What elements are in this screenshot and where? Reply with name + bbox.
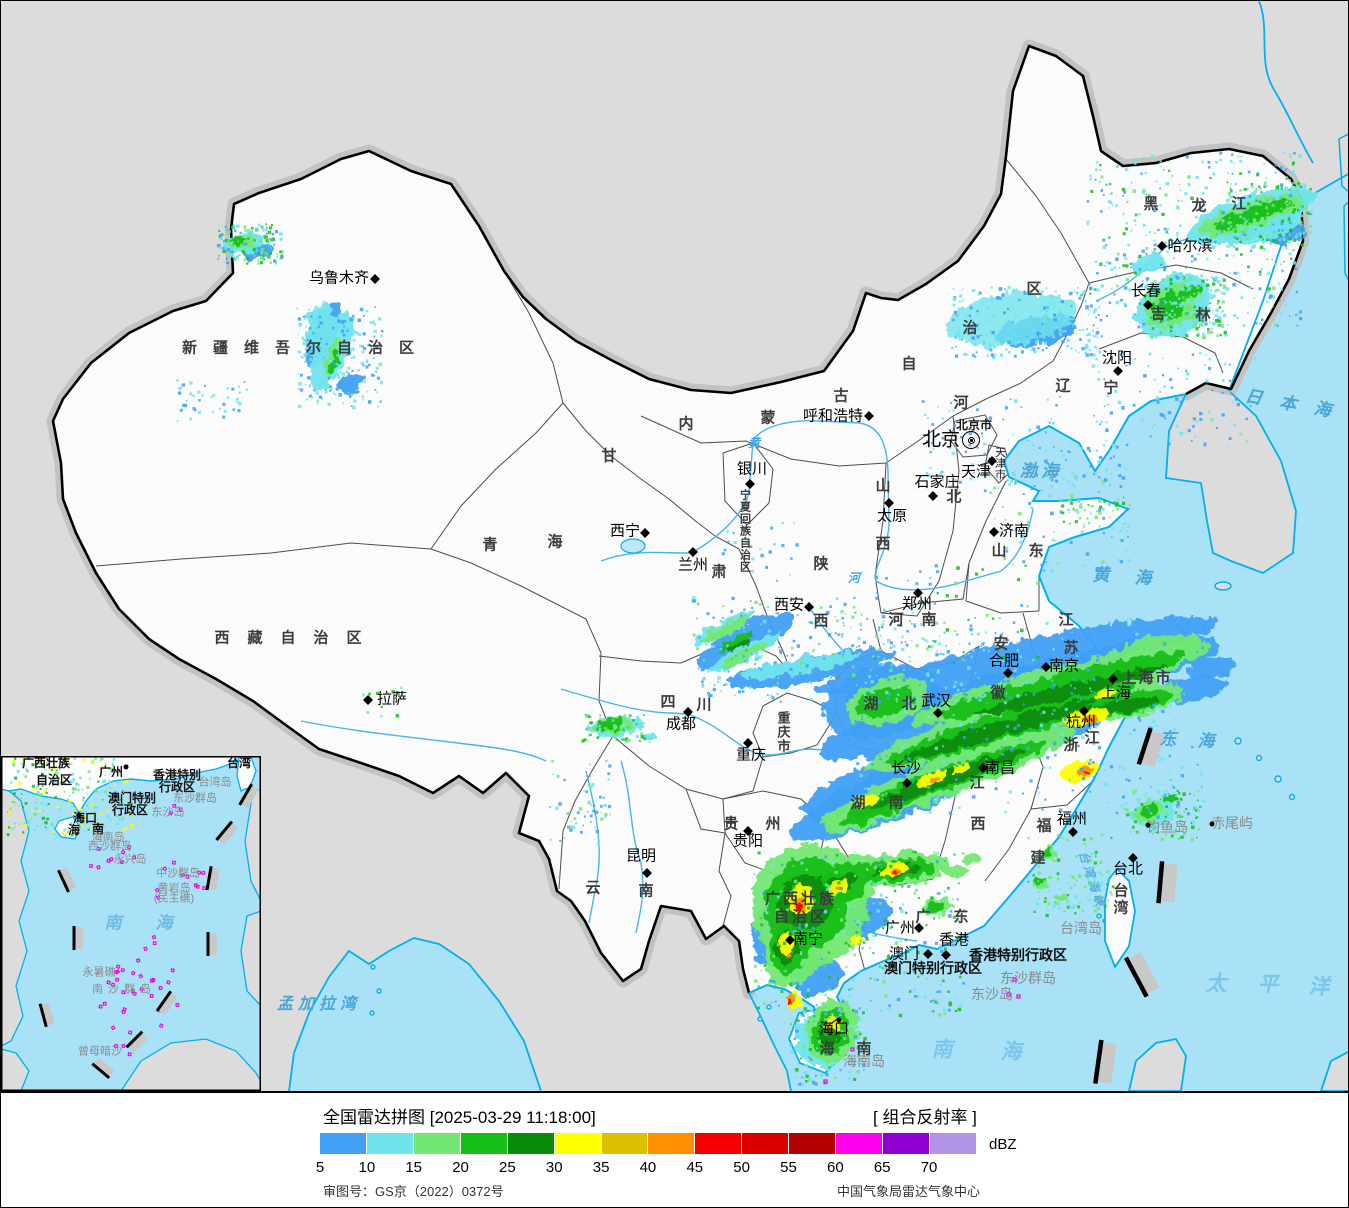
legend-tick: 40 <box>639 1159 657 1176</box>
legend-tick: 50 <box>733 1159 750 1176</box>
legend-swatch <box>742 1133 789 1154</box>
legend-swatch <box>507 1133 554 1154</box>
south-china-sea-inset <box>1 756 261 1091</box>
legend-swatch <box>601 1133 648 1154</box>
legend-tick: 5 <box>315 1159 325 1176</box>
legend-swatch <box>789 1133 836 1154</box>
legend-tick: 65 <box>873 1159 891 1176</box>
legend-tick: 45 <box>686 1159 704 1176</box>
legend-tick: 60 <box>827 1159 844 1176</box>
map-license: 审图号：GS京（2022）0372号 <box>323 1184 504 1199</box>
legend-tick: 15 <box>405 1159 423 1176</box>
legend-swatch <box>648 1133 695 1154</box>
basemap-layer <box>1 1 1348 1091</box>
legend-tick: 30 <box>545 1159 563 1176</box>
legend-swatch <box>366 1133 413 1154</box>
legend-swatch <box>695 1133 742 1154</box>
map-title: 全国雷达拼图 [2025-03-29 11:18:00] <box>323 1108 596 1127</box>
legend-swatch <box>554 1133 601 1154</box>
color-scale-bar <box>320 1133 976 1154</box>
legend-swatch <box>460 1133 507 1154</box>
credit-text: 中国气象局雷达气象中心 <box>837 1184 981 1199</box>
legend-unit: dBZ <box>989 1136 1017 1153</box>
legend-tick: 55 <box>780 1159 797 1176</box>
radar-echo-layer <box>6 151 1316 1087</box>
map-canvas <box>1 1 1348 1091</box>
legend-tick: 20 <box>452 1159 469 1176</box>
product-label: [ 组合反射率 ] <box>873 1108 977 1127</box>
legend-tick: 10 <box>358 1159 376 1176</box>
legend-swatch <box>320 1133 366 1154</box>
overlay-layer <box>1 461 1178 1091</box>
legend-swatch <box>929 1133 976 1154</box>
legend-swatch <box>836 1133 883 1154</box>
legend-swatch <box>413 1133 460 1154</box>
china-radar-map: 新疆维吾尔自治区 西藏自治区青海甘肃内蒙古自治区宁夏回族自治区陕西山西河北山东河南… <box>1 1 1348 1091</box>
legend-tick: 25 <box>499 1159 516 1176</box>
legend-tick: 70 <box>920 1159 938 1176</box>
legend-swatch <box>883 1133 929 1154</box>
legend-panel: 全国雷达拼图 [2025-03-29 11:18:00] [ 组合反射率 ] d… <box>1 1091 1348 1207</box>
legend-tick: 35 <box>592 1159 610 1176</box>
